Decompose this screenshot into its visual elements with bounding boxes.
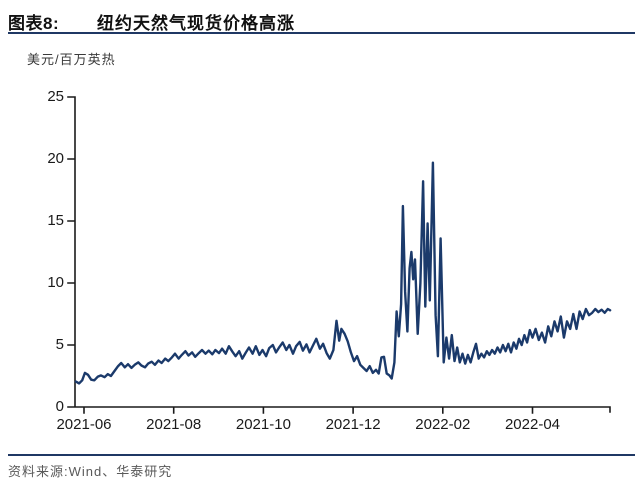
source-value: Wind、华泰研究 (68, 464, 173, 479)
y-tick-label: 15 (47, 212, 64, 229)
x-tick-label: 2021-08 (146, 416, 202, 433)
y-tick-label: 5 (55, 336, 64, 353)
y-tick-label: 0 (55, 398, 64, 415)
x-tick-label: 2021-12 (325, 416, 381, 433)
chart-axes (67, 96, 611, 414)
footer-divider-rule (8, 454, 635, 456)
source-label: 资料来源: (8, 464, 69, 479)
x-tick-label: 2021-10 (235, 416, 291, 433)
y-tick-label: 20 (47, 150, 64, 167)
source-line: 资料来源:Wind、华泰研究 (8, 461, 172, 480)
y-axis-unit-label: 美元/百万英热 (27, 52, 116, 67)
title-divider-rule (8, 32, 635, 34)
y-tick-label: 25 (47, 88, 64, 105)
price-line-series (74, 161, 612, 385)
figure-number-label: 图表8: (8, 14, 60, 33)
x-tick-label: 2022-02 (415, 416, 471, 433)
x-tick-label: 2021-06 (56, 416, 112, 433)
figure-title: 纽约天然气现货价格高涨 (97, 14, 295, 33)
y-tick-label: 10 (47, 274, 64, 291)
x-tick-label: 2022-04 (504, 416, 561, 433)
